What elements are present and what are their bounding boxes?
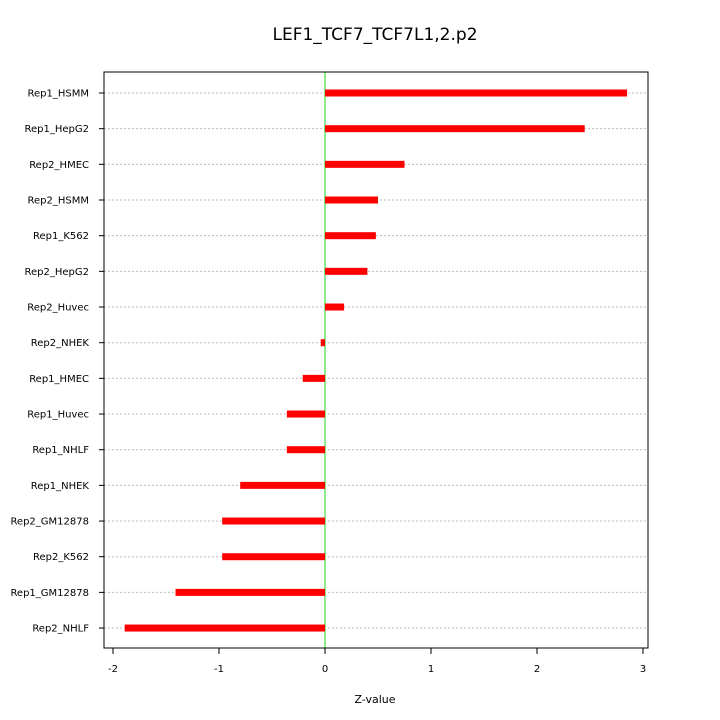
x-tick-label: -1 xyxy=(214,664,224,675)
y-tick-label: Rep1_K562 xyxy=(33,231,89,242)
plot-frame xyxy=(103,71,649,649)
y-tick-label: Rep2_HMEC xyxy=(29,160,89,171)
x-tick-label: -2 xyxy=(108,664,118,675)
x-tick-label: 1 xyxy=(428,664,434,675)
bar xyxy=(124,624,325,632)
x-axis-ticks: -2 -1 0 1 2 3 xyxy=(108,648,646,675)
x-tick-label: 0 xyxy=(322,664,328,675)
y-tick-label: Rep2_Huvec xyxy=(27,303,89,314)
chart-title: LEF1_TCF7_TCF7L1,2.p2 xyxy=(272,25,477,45)
bar xyxy=(302,374,325,382)
bar xyxy=(222,517,325,525)
y-tick-label: Rep1_Huvec xyxy=(27,410,89,421)
bar xyxy=(325,303,345,311)
y-tick-label: Rep1_HSMM xyxy=(28,89,89,100)
y-tick-label: Rep2_K562 xyxy=(33,552,89,563)
bar xyxy=(325,232,376,240)
bar xyxy=(325,267,368,275)
bar xyxy=(325,89,628,97)
x-axis-label: Z-value xyxy=(354,693,395,706)
bar xyxy=(325,125,585,133)
y-tick-label: Rep1_HepG2 xyxy=(25,124,90,135)
bar xyxy=(175,588,325,596)
y-tick-label: Rep1_NHEK xyxy=(31,481,90,492)
bar xyxy=(320,339,325,347)
y-tick-label: Rep1_HMEC xyxy=(29,374,89,385)
bar xyxy=(286,410,325,418)
y-tick-label: Rep2_GM12878 xyxy=(10,517,89,528)
grid-layer xyxy=(104,92,648,629)
bar xyxy=(325,196,378,204)
bar xyxy=(325,160,405,168)
bar xyxy=(222,553,325,561)
bar xyxy=(286,446,325,454)
category-labels: Rep1_HSMM Rep1_HepG2 Rep2_HMEC Rep2_HSMM Rep… xyxy=(10,89,104,635)
bar-layer xyxy=(124,89,628,632)
y-tick-label: Rep2_HSMM xyxy=(28,196,89,207)
y-tick-label: Rep1_GM12878 xyxy=(10,588,89,599)
y-tick-label: Rep1_NHLF xyxy=(32,445,89,456)
y-tick-label: Rep2_NHLF xyxy=(32,624,89,635)
x-tick-label: 2 xyxy=(534,664,540,675)
y-tick-label: Rep2_HepG2 xyxy=(25,267,90,278)
x-tick-label: 3 xyxy=(640,664,646,675)
y-tick-label: Rep2_NHEK xyxy=(31,338,90,349)
bar xyxy=(240,481,325,489)
